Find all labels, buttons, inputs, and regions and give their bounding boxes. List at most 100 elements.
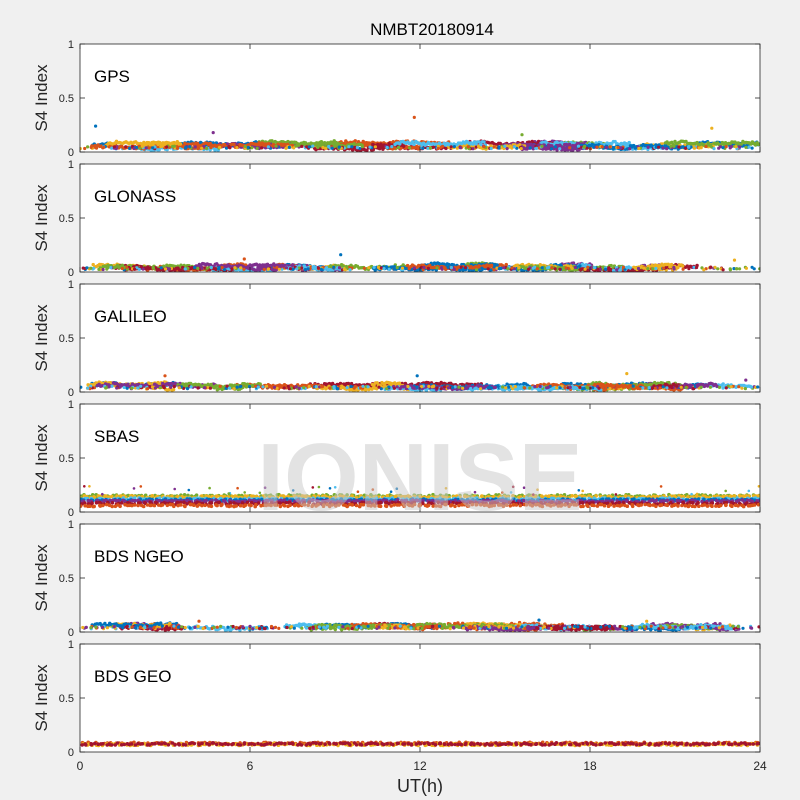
data-point: [184, 145, 188, 149]
data-point: [621, 265, 626, 269]
data-point: [125, 265, 129, 269]
data-point: [179, 268, 183, 272]
y-tick-label: 0.5: [59, 93, 74, 105]
data-point: [410, 140, 415, 144]
data-point: [397, 145, 401, 149]
data-point: [636, 266, 641, 271]
data-point: [492, 145, 496, 149]
data-point: [665, 147, 669, 151]
data-point: [422, 265, 426, 270]
data-point: [595, 145, 599, 149]
data-point: [666, 262, 670, 266]
data-point: [482, 145, 486, 149]
data-point: [739, 142, 743, 146]
data-point: [193, 265, 197, 270]
data-point: [449, 266, 453, 270]
data-point: [91, 262, 95, 267]
data-point: [205, 266, 209, 270]
panel-marks: [80, 115, 760, 152]
data-point: [758, 267, 760, 271]
data-point: [156, 380, 160, 385]
data-point: [337, 266, 342, 270]
data-point: [132, 146, 136, 151]
data-point: [222, 268, 227, 272]
data-point: [128, 146, 132, 150]
data-point: [209, 382, 213, 387]
data-point: [217, 267, 221, 271]
data-point: [390, 145, 394, 149]
data-point: [517, 265, 521, 270]
data-point: [171, 387, 176, 392]
outlier-point: [339, 253, 343, 257]
data-point: [274, 144, 278, 148]
data-point: [534, 146, 539, 150]
data-point: [233, 266, 237, 270]
data-point: [589, 265, 593, 269]
data-point: [607, 266, 611, 270]
data-point: [255, 146, 259, 150]
data-point: [275, 266, 279, 270]
data-point: [687, 145, 691, 149]
data-point: [314, 142, 318, 147]
data-point: [368, 145, 372, 149]
data-point: [627, 140, 631, 145]
data-point: [167, 267, 172, 271]
data-point: [642, 266, 646, 270]
data-point: [615, 268, 619, 272]
data-point: [750, 146, 754, 150]
data-point: [504, 262, 508, 267]
data-point: [321, 145, 325, 150]
data-point: [651, 267, 655, 271]
data-point: [535, 267, 540, 271]
data-point: [159, 266, 163, 270]
data-point: [546, 266, 550, 270]
data-point: [307, 145, 311, 149]
data-point: [474, 268, 479, 272]
data-point: [692, 265, 696, 269]
data-point: [392, 267, 396, 271]
data-point: [482, 140, 486, 144]
data-point: [205, 146, 209, 150]
data-point: [327, 144, 331, 149]
data-point: [558, 267, 562, 271]
outlier-point: [520, 133, 524, 137]
data-point: [593, 265, 597, 270]
data-point: [721, 382, 725, 386]
data-point: [235, 146, 239, 150]
data-point: [313, 147, 317, 151]
data-point: [346, 381, 351, 386]
data-point: [147, 146, 151, 150]
data-point: [637, 146, 641, 151]
data-point: [200, 146, 204, 150]
data-point: [112, 145, 116, 149]
data-point: [196, 266, 200, 270]
data-point: [608, 145, 612, 149]
panel-axes-bg: [80, 44, 760, 152]
data-point: [260, 146, 264, 150]
data-point: [435, 266, 439, 270]
data-point: [452, 145, 456, 149]
data-point: [367, 266, 371, 270]
data-point: [732, 267, 736, 271]
data-point: [324, 146, 328, 151]
data-point: [214, 267, 218, 272]
outlier-point: [242, 257, 246, 261]
data-point: [458, 146, 462, 150]
data-point: [440, 267, 444, 271]
data-point: [94, 146, 99, 150]
data-point: [734, 267, 739, 271]
outlier-point: [94, 124, 98, 128]
data-point: [365, 148, 369, 152]
data-point: [573, 265, 577, 269]
data-point: [178, 142, 183, 146]
data-point: [493, 385, 497, 390]
data-point: [109, 266, 113, 270]
data-point: [292, 146, 296, 150]
outlier-point: [710, 126, 714, 130]
data-point: [604, 387, 608, 392]
data-point: [334, 140, 338, 145]
data-point: [604, 385, 608, 389]
